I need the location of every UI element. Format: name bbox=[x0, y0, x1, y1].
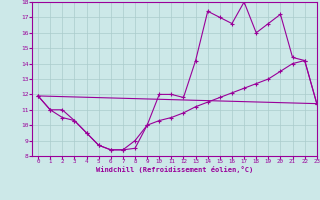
X-axis label: Windchill (Refroidissement éolien,°C): Windchill (Refroidissement éolien,°C) bbox=[96, 166, 253, 173]
